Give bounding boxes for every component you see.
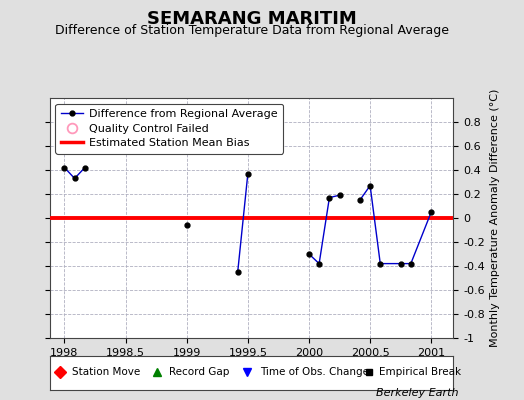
Y-axis label: Monthly Temperature Anomaly Difference (°C): Monthly Temperature Anomaly Difference (… [490, 89, 500, 347]
Text: Record Gap: Record Gap [169, 367, 229, 377]
Text: Berkeley Earth: Berkeley Earth [376, 388, 458, 398]
Text: Difference of Station Temperature Data from Regional Average: Difference of Station Temperature Data f… [54, 24, 449, 37]
Text: Empirical Break: Empirical Break [379, 367, 461, 377]
Text: Time of Obs. Change: Time of Obs. Change [259, 367, 368, 377]
Legend: Difference from Regional Average, Quality Control Failed, Estimated Station Mean: Difference from Regional Average, Qualit… [56, 104, 283, 154]
Text: SEMARANG MARITIM: SEMARANG MARITIM [147, 10, 356, 28]
Text: Station Move: Station Move [72, 367, 140, 377]
